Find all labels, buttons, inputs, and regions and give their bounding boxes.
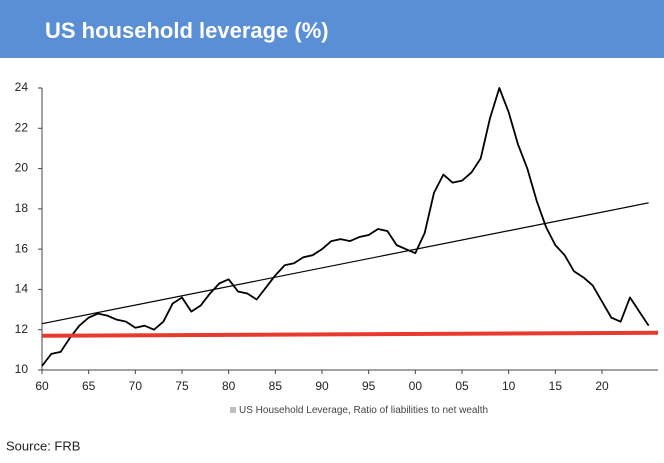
chart-title: US household leverage (%) (45, 18, 329, 43)
y-tick-label: 14 (15, 282, 29, 296)
x-tick-label: 95 (362, 379, 376, 393)
x-tick-label: 75 (175, 379, 189, 393)
x-tick-label: 20 (595, 379, 609, 393)
x-tick-label: 65 (82, 379, 96, 393)
legend-swatch (230, 407, 236, 413)
series-line (41, 202, 649, 325)
y-tick-label: 24 (15, 80, 29, 94)
x-tick-label: 05 (455, 379, 469, 393)
y-tick-label: 16 (15, 241, 29, 255)
x-tick-label: 70 (129, 379, 143, 393)
y-tick-label: 12 (15, 322, 29, 336)
series-line (41, 87, 650, 367)
series-line (41, 330, 659, 338)
x-tick-label: 80 (222, 379, 236, 393)
x-tick-label: 10 (502, 379, 516, 393)
source: Source: FRB (6, 438, 80, 453)
y-tick-label: 18 (15, 201, 29, 215)
x-tick-label: 15 (549, 379, 563, 393)
x-tick-label: 85 (269, 379, 283, 393)
title-banner (0, 0, 664, 58)
x-tick-label: 00 (409, 379, 423, 393)
y-tick-label: 20 (15, 161, 29, 175)
y-tick-label: 22 (15, 120, 29, 134)
y-tick-label: 10 (15, 362, 29, 376)
x-tick-label: 90 (315, 379, 329, 393)
legend-label: US Household Leverage, Ratio of liabilit… (239, 405, 488, 416)
x-tick-label: 60 (35, 379, 49, 393)
